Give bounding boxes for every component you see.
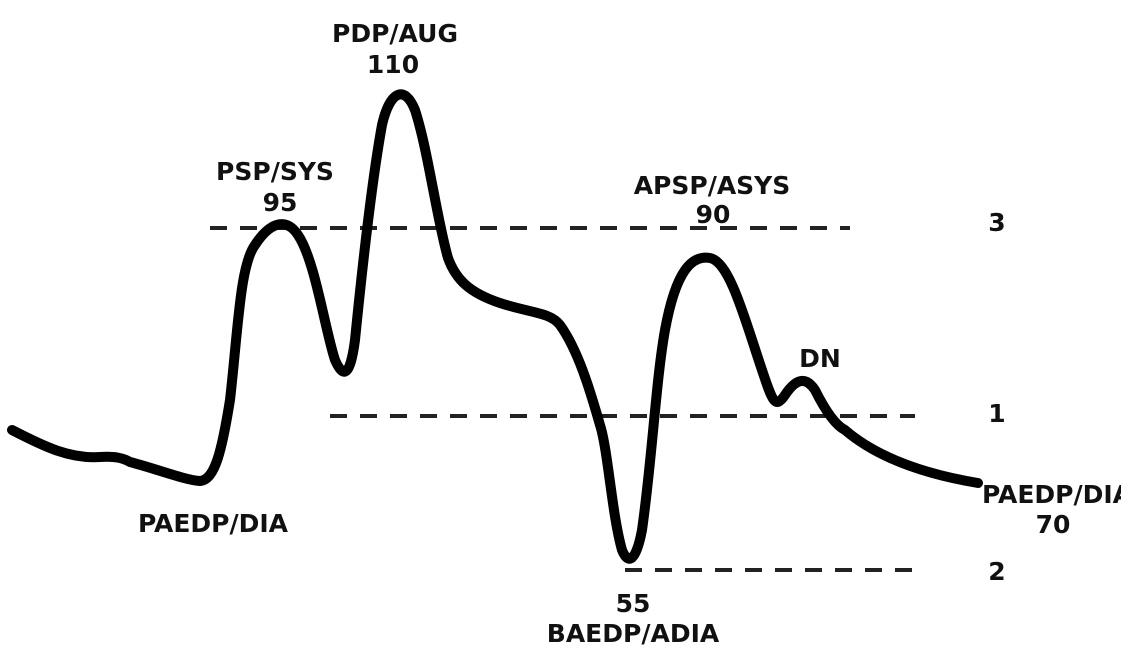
pressure-waveform	[7, 89, 983, 564]
psp-sys-value: 95	[263, 188, 298, 217]
reference-line-2-label: 2	[988, 557, 1005, 586]
paedp-dia-left-label: PAEDP/DIA	[138, 509, 289, 538]
pdp-aug-value: 110	[367, 50, 419, 79]
reference-line-3-label: 3	[988, 208, 1005, 237]
dicrotic-notch-label: DN	[799, 344, 841, 373]
apsp-asys-value: 90	[696, 200, 731, 229]
psp-sys-label: PSP/SYS	[216, 157, 334, 186]
pdp-aug-label: PDP/AUG	[332, 19, 458, 48]
apsp-asys-label: APSP/ASYS	[634, 171, 791, 200]
baedp-adia-value: 55	[616, 589, 651, 618]
paedp-dia-right-value: 70	[1036, 510, 1071, 539]
reference-line-1-label: 1	[988, 399, 1005, 428]
baedp-adia-label: BAEDP/ADIA	[547, 619, 720, 648]
paedp-dia-right-label: PAEDP/DIA	[982, 480, 1121, 509]
